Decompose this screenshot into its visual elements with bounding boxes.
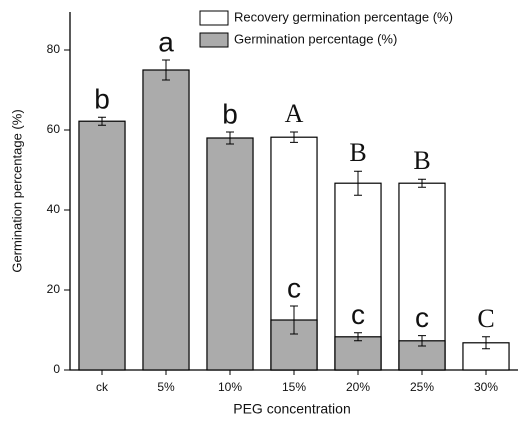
significance-letter: c xyxy=(415,302,429,333)
x-axis-title: PEG concentration xyxy=(233,401,351,417)
significance-letter: B xyxy=(413,146,430,175)
significance-letter: A xyxy=(285,99,304,128)
y-tick-label: 40 xyxy=(47,202,61,216)
legend-label: Recovery germination percentage (%) xyxy=(234,9,453,24)
x-tick-label: ck xyxy=(96,380,109,394)
bar xyxy=(334,336,382,371)
significance-letter: C xyxy=(477,304,494,333)
x-tick-label: 15% xyxy=(282,380,306,394)
y-tick-label: 80 xyxy=(47,42,61,56)
error-bar xyxy=(162,59,170,81)
error-bar xyxy=(226,131,234,145)
bar xyxy=(206,137,254,371)
bar xyxy=(142,69,190,371)
x-tick-label: 20% xyxy=(346,380,370,394)
legend-swatch xyxy=(199,32,229,48)
significance-letter: c xyxy=(287,272,301,303)
significance-letter: a xyxy=(158,26,174,57)
x-tick-label: 25% xyxy=(410,380,434,394)
significance-letter: c xyxy=(351,299,365,330)
legend-swatch xyxy=(199,10,229,26)
significance-letter: B xyxy=(349,138,366,167)
x-tick-label: 10% xyxy=(218,380,242,394)
bar xyxy=(78,120,126,371)
error-bar xyxy=(290,305,298,335)
error-bar xyxy=(418,335,426,347)
x-tick-label: 30% xyxy=(474,380,498,394)
x-tick-label: 5% xyxy=(157,380,175,394)
error-bar xyxy=(354,170,362,196)
legend-label: Germination percentage (%) xyxy=(234,31,397,46)
y-axis-title: Germination percentage (%) xyxy=(9,109,24,272)
error-bar xyxy=(482,336,490,350)
error-bar xyxy=(418,178,426,188)
y-tick-label: 60 xyxy=(47,122,61,136)
error-bar xyxy=(98,116,106,126)
y-tick-label: 20 xyxy=(47,282,61,296)
error-bar xyxy=(354,332,362,342)
significance-letter: b xyxy=(222,98,238,129)
significance-letter: b xyxy=(94,84,110,115)
y-tick-label: 0 xyxy=(53,362,60,376)
error-bar xyxy=(290,131,298,143)
